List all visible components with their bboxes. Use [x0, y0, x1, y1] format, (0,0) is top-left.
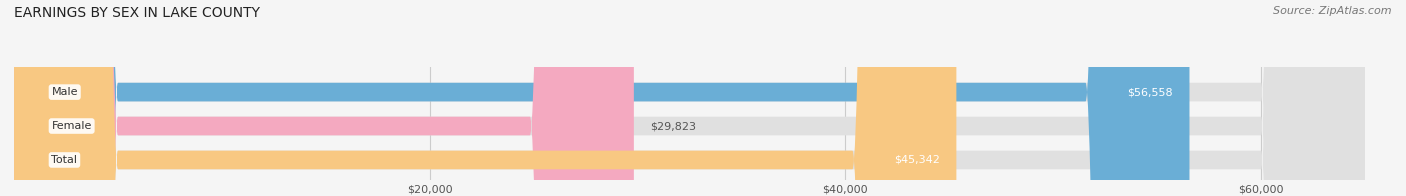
Text: Female: Female [52, 121, 91, 131]
FancyBboxPatch shape [14, 0, 1365, 196]
FancyBboxPatch shape [14, 0, 1365, 196]
Text: Male: Male [52, 87, 77, 97]
Text: Total: Total [52, 155, 77, 165]
FancyBboxPatch shape [14, 0, 1365, 196]
Text: $45,342: $45,342 [894, 155, 939, 165]
Text: $56,558: $56,558 [1128, 87, 1173, 97]
FancyBboxPatch shape [14, 0, 956, 196]
Text: $29,823: $29,823 [651, 121, 696, 131]
Text: Source: ZipAtlas.com: Source: ZipAtlas.com [1274, 6, 1392, 16]
FancyBboxPatch shape [14, 0, 1189, 196]
Text: EARNINGS BY SEX IN LAKE COUNTY: EARNINGS BY SEX IN LAKE COUNTY [14, 6, 260, 20]
FancyBboxPatch shape [14, 0, 634, 196]
